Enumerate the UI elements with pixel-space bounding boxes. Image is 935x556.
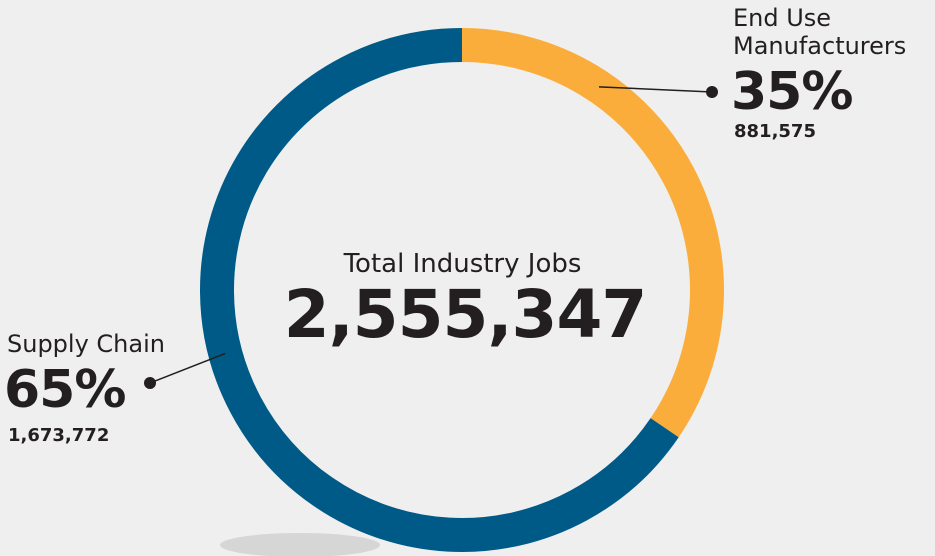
supply-chain-label: Supply Chain: [7, 330, 165, 358]
supply-chain-value: 1,673,772: [8, 425, 110, 446]
ring-shadow: [220, 533, 380, 556]
end-use-label-line-2: Manufacturers: [733, 32, 907, 60]
end-use-leader-line: [598, 86, 713, 93]
end-use-manufacturers-label: End Use Manufacturers: [733, 4, 906, 60]
supply-chain-leader-dot: [144, 377, 156, 389]
end-use-leader-dot: [706, 86, 718, 98]
supply-chain-slice: [200, 28, 679, 552]
supply-chain-leader-line: [149, 352, 226, 384]
end-use-manufacturers-slice: [461, 28, 724, 438]
center-total-value: 2,555,347: [283, 276, 648, 353]
end-use-label-line-1: End Use: [733, 4, 832, 32]
end-use-value: 881,575: [734, 121, 816, 142]
end-use-percent: 35%: [731, 62, 853, 122]
supply-chain-percent: 65%: [4, 360, 126, 420]
center-title: Total Industry Jobs: [343, 249, 582, 279]
